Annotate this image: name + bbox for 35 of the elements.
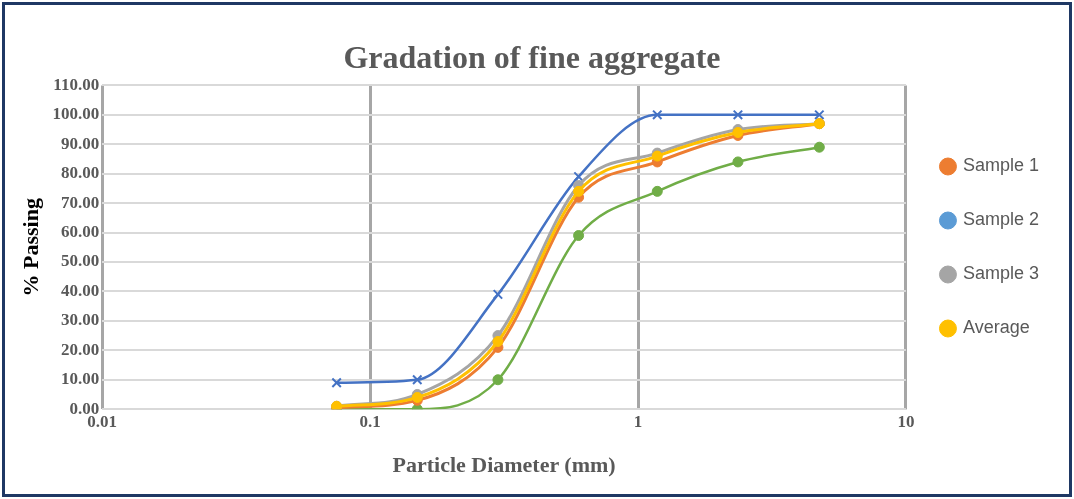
legend-label: Sample 1: [962, 155, 1039, 176]
y-tick-label: 20.00: [60, 339, 100, 359]
legend-label: Sample 3: [962, 263, 1039, 284]
y-tick-label: 110.00: [53, 74, 100, 94]
y-tick-label: 60.00: [60, 221, 100, 241]
y-tick-label: 80.00: [60, 163, 100, 183]
point: [492, 336, 504, 347]
y-tick-label: 70.00: [60, 192, 100, 212]
legend-label: Sample 2: [962, 209, 1039, 230]
point: [492, 374, 504, 386]
x-tick-label: 0.1: [359, 411, 381, 431]
point: [412, 374, 423, 386]
point: [573, 171, 584, 182]
y-tick-label: 10.00: [60, 369, 100, 389]
y-tick-label: 30.00: [60, 310, 100, 330]
x-tick-label: 10: [897, 411, 915, 431]
point: [492, 289, 504, 300]
point: [331, 377, 342, 388]
point: [813, 141, 825, 153]
point: [573, 185, 585, 197]
point: [573, 230, 585, 242]
x-tick-label: 1: [633, 411, 643, 431]
chart-title: Gradation of fine aggregate: [343, 39, 721, 76]
y-tick-label: 50.00: [60, 251, 100, 271]
point: [652, 109, 663, 121]
x-axis-title: Particle Diameter (mm): [392, 452, 616, 478]
point: [651, 185, 663, 197]
point: [732, 109, 744, 121]
legend-label: Average: [962, 317, 1030, 338]
y-tick-label: 100.00: [52, 104, 100, 124]
y-tick-label: 90.00: [60, 133, 100, 153]
y-axis-title: % Passing: [17, 198, 43, 297]
y-tick-label: 40.00: [60, 280, 100, 300]
point: [814, 109, 825, 121]
point: [732, 156, 744, 168]
